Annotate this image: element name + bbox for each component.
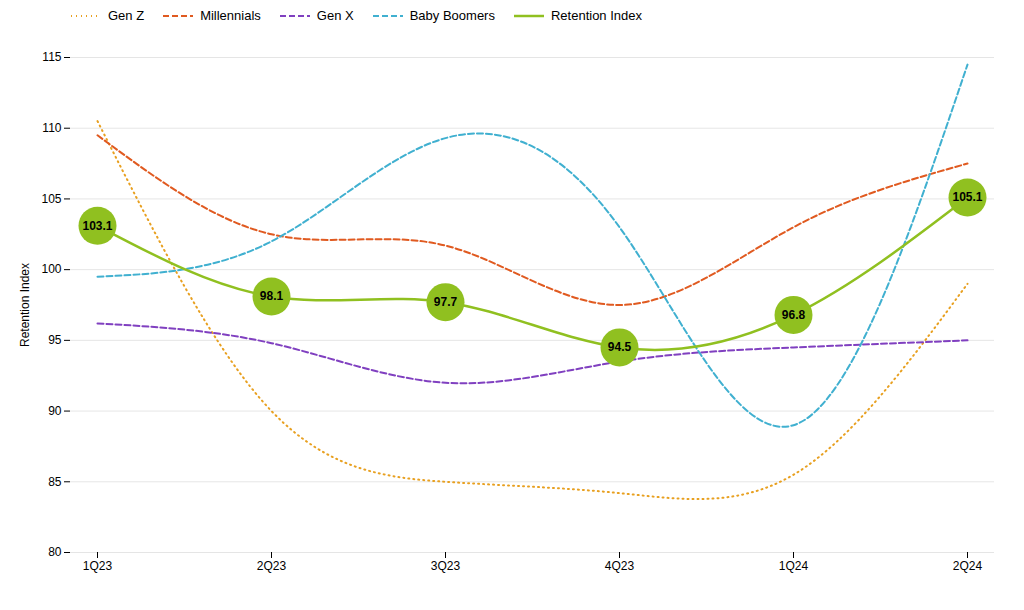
svg-text:1Q24: 1Q24 bbox=[779, 559, 809, 573]
svg-text:100: 100 bbox=[41, 262, 61, 276]
svg-text:94.5: 94.5 bbox=[608, 340, 632, 354]
svg-text:80: 80 bbox=[48, 545, 62, 559]
svg-text:Retention Index: Retention Index bbox=[18, 263, 32, 347]
svg-text:3Q23: 3Q23 bbox=[431, 559, 461, 573]
svg-text:95: 95 bbox=[48, 333, 62, 347]
html-text:Millennials: Millennials bbox=[200, 8, 261, 23]
svg-text:98.1: 98.1 bbox=[260, 289, 284, 303]
svg-text:96.8: 96.8 bbox=[782, 308, 806, 322]
svg-text:103.1: 103.1 bbox=[82, 219, 112, 233]
svg-text:1Q23: 1Q23 bbox=[83, 559, 113, 573]
svg-text:105: 105 bbox=[41, 192, 61, 206]
svg-text:97.7: 97.7 bbox=[434, 295, 458, 309]
svg-text:4Q23: 4Q23 bbox=[605, 559, 635, 573]
svg-text:115: 115 bbox=[42, 50, 61, 64]
svg-text:90: 90 bbox=[48, 404, 62, 418]
svg-text:2Q24: 2Q24 bbox=[953, 559, 983, 573]
html-text:Baby Boomers: Baby Boomers bbox=[409, 8, 495, 23]
html-text:Gen Z: Gen Z bbox=[108, 8, 145, 23]
html-text:Retention Index: Retention Index bbox=[551, 8, 642, 23]
html-text:Gen X: Gen X bbox=[316, 8, 354, 23]
svg-text:110: 110 bbox=[42, 121, 61, 135]
svg-text:105.1: 105.1 bbox=[952, 190, 982, 204]
svg-text:2Q23: 2Q23 bbox=[257, 559, 287, 573]
svg-text:85: 85 bbox=[48, 475, 62, 489]
